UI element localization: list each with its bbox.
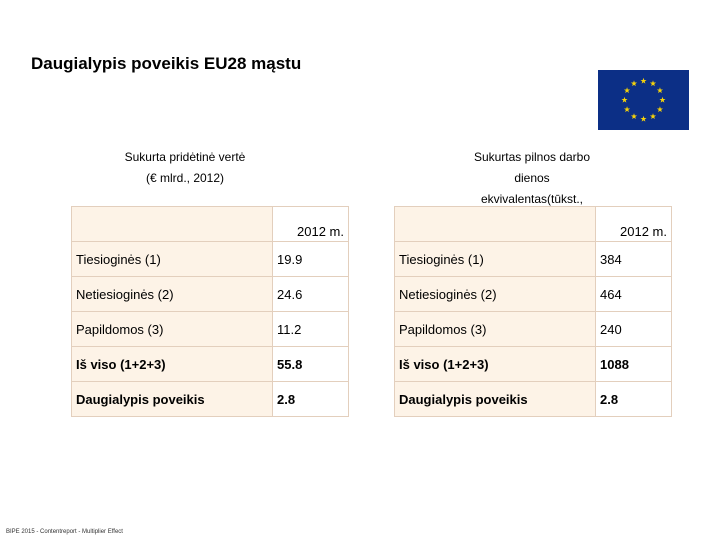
table-header-row: 2012 m. [394,206,672,242]
row-label: Papildomos (3) [394,311,596,347]
right-table-caption: Sukurtas pilnos darbo dienos ekvivalenta… [447,147,617,210]
row-value: 1088 [595,346,672,382]
row-label: Netiesioginės (2) [394,276,596,312]
star-icon [640,115,647,122]
employment-table: 2012 m. Tiesioginės (1) 384 Netiesioginė… [394,206,672,417]
star-icon [656,106,663,113]
row-label: Tiesioginės (1) [394,241,596,277]
left-caption-line2: (€ mlrd., 2012) [145,171,225,185]
row-value: 464 [595,276,672,312]
star-icon [659,96,666,103]
value-added-table: 2012 m. Tiesioginės (1) 19.9 Netiesiogin… [71,206,349,417]
left-caption-line1: Sukurta pridėtinė vertė [124,150,246,164]
year-header: 2012 m. [595,206,672,242]
row-value: 2.8 [595,381,672,417]
table-row: Netiesioginės (2) 24.6 [71,276,349,312]
right-caption-line2: dienos [514,171,550,185]
row-label: Tiesioginės (1) [71,241,273,277]
star-icon [630,80,638,87]
header-empty-cell [394,206,596,242]
row-value: 240 [595,311,672,347]
table-row-total: Iš viso (1+2+3) 1088 [394,346,672,382]
footer-note: BIPE 2015 - Contentreport - Multiplier E… [6,529,123,535]
year-header: 2012 m. [272,206,349,242]
table-row: Tiesioginės (1) 384 [394,241,672,277]
star-icon [656,87,663,94]
row-label: Daugialypis poveikis [394,381,596,417]
table-header-row: 2012 m. [71,206,349,242]
table-row-multiplier: Daugialypis poveikis 2.8 [394,381,672,417]
table-row-total: Iš viso (1+2+3) 55.8 [71,346,349,382]
star-icon [649,113,657,120]
row-value: 2.8 [272,381,349,417]
row-label: Iš viso (1+2+3) [394,346,596,382]
star-icon [649,80,657,87]
row-label: Iš viso (1+2+3) [71,346,273,382]
right-caption-line1: Sukurtas pilnos darbo [473,150,591,164]
row-value: 19.9 [272,241,349,277]
row-value: 55.8 [272,346,349,382]
row-label: Papildomos (3) [71,311,273,347]
eu-flag-icon [598,70,689,130]
table-row: Papildomos (3) 240 [394,311,672,347]
table-row: Papildomos (3) 11.2 [71,311,349,347]
row-value: 384 [595,241,672,277]
right-caption-line3: ekvivalentas(tūkst., [480,192,584,206]
eu-flag-stars [598,70,689,130]
row-label: Daugialypis poveikis [71,381,273,417]
star-icon [624,87,631,94]
star-icon [640,77,647,84]
table-row: Tiesioginės (1) 19.9 [71,241,349,277]
row-value: 24.6 [272,276,349,312]
star-icon [624,106,631,113]
header-empty-cell [71,206,273,242]
star-icon [630,113,638,120]
star-icon [621,96,628,103]
row-label: Netiesioginės (2) [71,276,273,312]
row-value: 11.2 [272,311,349,347]
table-row: Netiesioginės (2) 464 [394,276,672,312]
table-row-multiplier: Daugialypis poveikis 2.8 [71,381,349,417]
left-table-caption: Sukurta pridėtinė vertė (€ mlrd., 2012) [100,147,270,189]
page-title: Daugialypis poveikis EU28 mąstu [31,54,302,73]
